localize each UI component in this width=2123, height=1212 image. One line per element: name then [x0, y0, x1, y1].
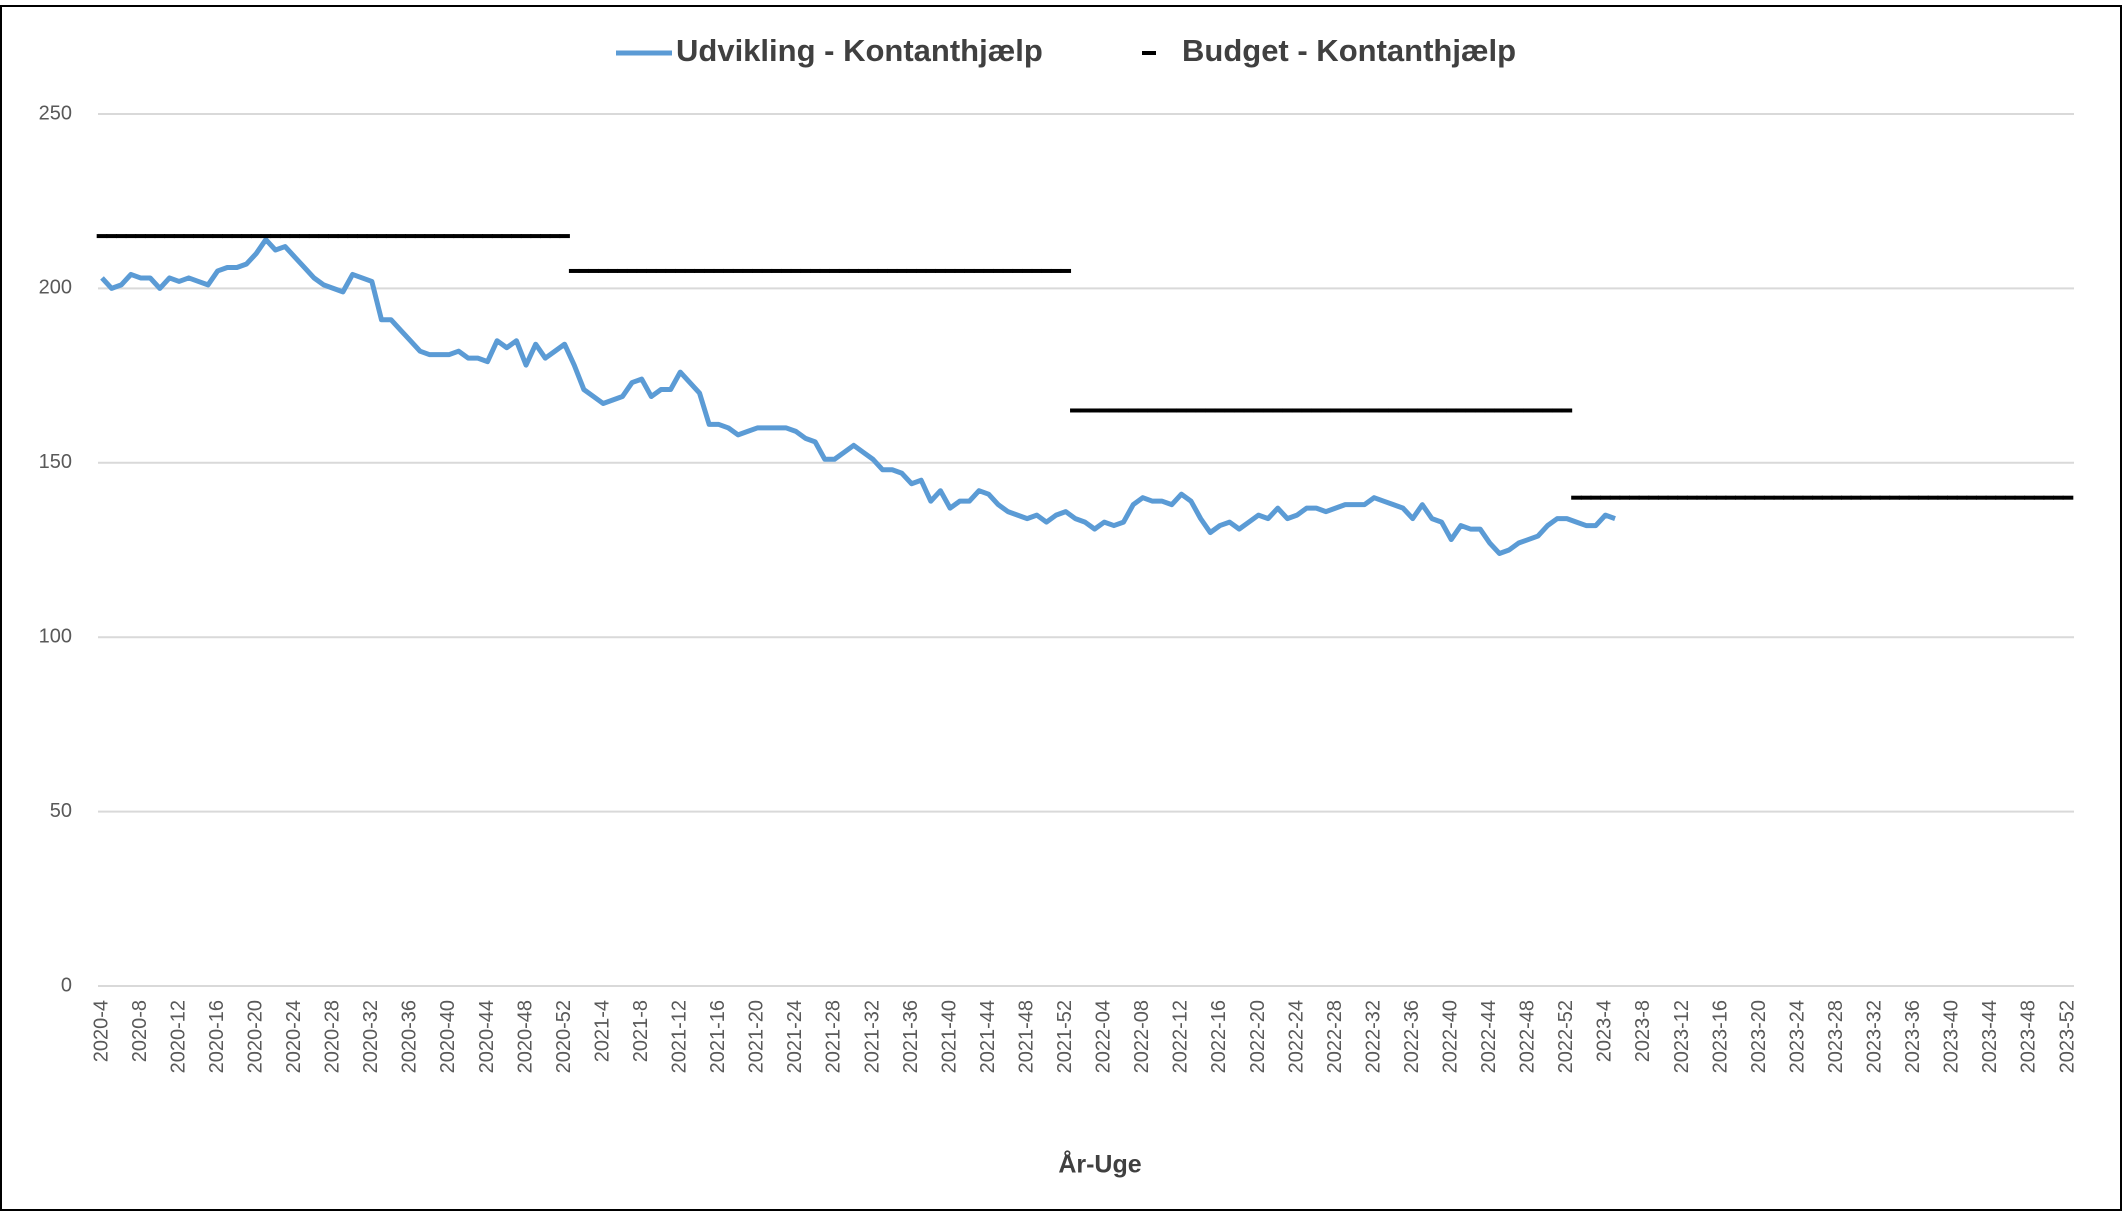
x-tick-label: 2021-52 — [1054, 1000, 1076, 1073]
x-tick-label: 2021-8 — [630, 1000, 652, 1062]
x-tick-label: 2022-36 — [1401, 1000, 1423, 1073]
x-tick-label: 2020-4 — [90, 1000, 112, 1062]
y-tick-label: 150 — [39, 451, 72, 473]
x-tick-label: 2021-4 — [591, 1000, 613, 1062]
x-tick-label: 2022-28 — [1324, 1000, 1346, 1073]
x-tick-label: 2023-36 — [1902, 1000, 1924, 1073]
x-tick-label: 2023-20 — [1748, 1000, 1770, 1073]
x-tick-label: 2020-20 — [244, 1000, 266, 1073]
x-tick-label: 2022-40 — [1439, 1000, 1461, 1073]
legend-label: Budget - Kontanthjælp — [1182, 33, 1516, 68]
x-tick-label: 2022-16 — [1208, 1000, 1230, 1073]
x-tick-label: 2020-32 — [360, 1000, 382, 1073]
x-tick-label: 2022-52 — [1555, 1000, 1577, 1073]
x-axis-title: År-Uge — [1058, 1150, 1141, 1179]
y-tick-label: 200 — [39, 277, 72, 299]
x-tick-label: 2022-48 — [1517, 1000, 1539, 1073]
x-tick-label: 2020-8 — [129, 1000, 151, 1062]
x-tick-label: 2021-12 — [669, 1000, 691, 1073]
x-tick-label: 2022-08 — [1131, 1000, 1153, 1073]
y-tick-label: 50 — [50, 800, 72, 822]
x-tick-label: 2021-32 — [861, 1000, 883, 1073]
x-tick-label: 2023-52 — [2056, 1000, 2078, 1073]
y-tick-label: 250 — [39, 102, 72, 124]
x-tick-label: 2020-44 — [476, 1000, 498, 1073]
chart-frame — [0, 5, 2122, 1211]
x-tick-label: 2022-20 — [1247, 1000, 1269, 1073]
x-tick-label: 2022-32 — [1362, 1000, 1384, 1073]
x-tick-label: 2023-24 — [1786, 1000, 1808, 1073]
x-tick-label: 2023-28 — [1825, 1000, 1847, 1073]
x-tick-label: 2023-40 — [1941, 1000, 1963, 1073]
x-tick-label: 2021-20 — [746, 1000, 768, 1073]
y-tick-label: 100 — [39, 625, 72, 647]
x-tick-label: 2020-12 — [167, 1000, 189, 1073]
legend-label: Udvikling - Kontanthjælp — [676, 33, 1043, 68]
x-tick-label: 2022-04 — [1093, 1000, 1115, 1073]
x-tick-label: 2022-24 — [1285, 1000, 1307, 1073]
x-tick-label: 2020-24 — [283, 1000, 305, 1073]
x-tick-label: 2021-16 — [707, 1000, 729, 1073]
x-tick-label: 2021-36 — [900, 1000, 922, 1073]
x-tick-label: 2023-8 — [1632, 1000, 1654, 1062]
x-tick-label: 2021-40 — [938, 1000, 960, 1073]
x-tick-label: 2023-44 — [1979, 1000, 2001, 1073]
x-tick-label: 2021-48 — [1015, 1000, 1037, 1073]
x-tick-label: 2023-4 — [1594, 1000, 1616, 1062]
x-tick-label: 2020-28 — [322, 1000, 344, 1073]
x-tick-label: 2023-16 — [1709, 1000, 1731, 1073]
x-tick-label: 2023-12 — [1671, 1000, 1693, 1073]
data-line — [100, 237, 1616, 556]
x-tick-label: 2020-48 — [514, 1000, 536, 1073]
x-tick-label: 2022-12 — [1170, 1000, 1192, 1073]
y-tick-label: 0 — [61, 974, 72, 996]
x-tick-label: 2020-36 — [399, 1000, 421, 1073]
x-tick-label: 2021-28 — [823, 1000, 845, 1073]
x-tick-label: 2023-32 — [1864, 1000, 1886, 1073]
x-tick-label: 2020-40 — [437, 1000, 459, 1073]
x-tick-label: 2023-48 — [2018, 1000, 2040, 1073]
x-tick-label: 2022-44 — [1478, 1000, 1500, 1073]
x-tick-label: 2021-24 — [784, 1000, 806, 1073]
x-tick-label: 2020-16 — [206, 1000, 228, 1073]
x-tick-label: 2021-44 — [977, 1000, 999, 1073]
x-tick-label: 2020-52 — [553, 1000, 575, 1073]
